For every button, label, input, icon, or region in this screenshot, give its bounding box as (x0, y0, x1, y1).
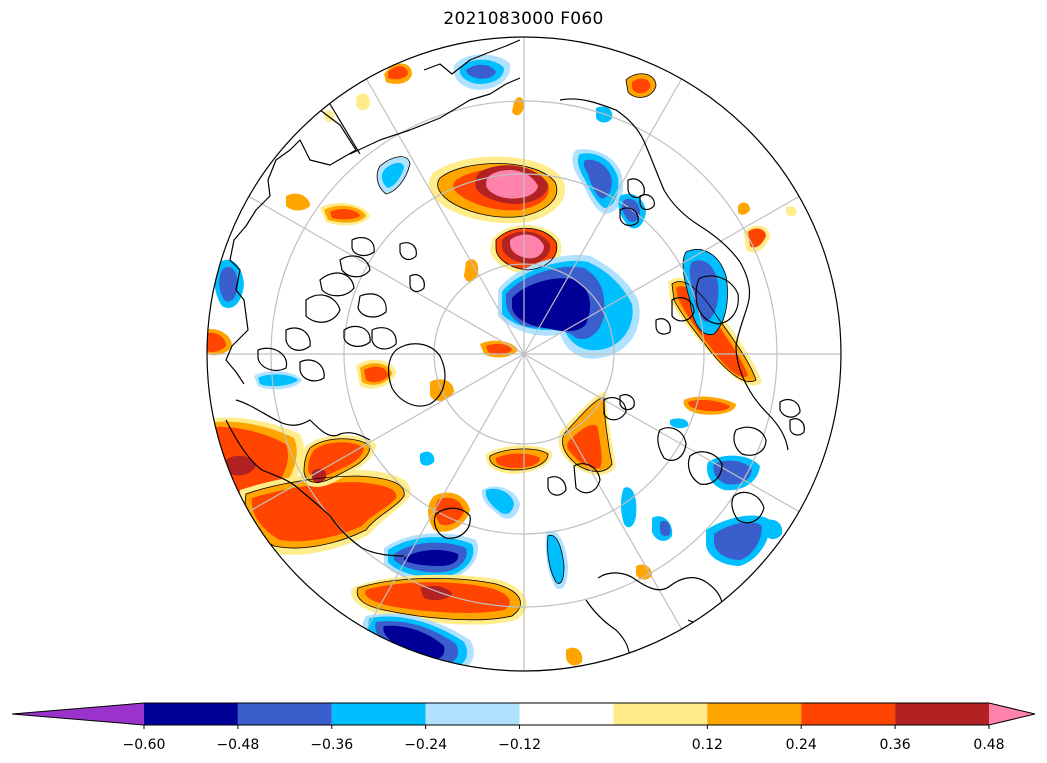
colorbar-bin (144, 703, 238, 725)
colorbar-bin (801, 703, 896, 725)
map-boundary (206, 36, 842, 672)
colorbar-tick-label: 0.12 (692, 737, 723, 753)
shaded-field (207, 54, 797, 671)
map-title: 2021083000 F060 (443, 9, 604, 29)
colorbar-tick-label: −0.60 (123, 737, 166, 753)
colorbar-extend-low (12, 703, 144, 725)
colorbar-bin (519, 703, 614, 725)
colorbar-tick-label: 0.24 (786, 737, 817, 753)
polar-map (206, 36, 842, 672)
colorbar-tick-label: −0.24 (404, 737, 447, 753)
colorbar-bin (613, 703, 708, 725)
coastlines (225, 39, 805, 665)
colorbar-tick-label: −0.12 (498, 737, 541, 753)
colorbar-bin (237, 703, 332, 725)
graticule (207, 37, 841, 671)
colorbar-bin (895, 703, 989, 725)
colorbar-bin (425, 703, 520, 725)
colorbar-tick-label: 0.48 (973, 737, 1004, 753)
colorbar-bin (331, 703, 426, 725)
colorbar-extend-high (989, 703, 1035, 725)
colorbar-tick-label: 0.36 (880, 737, 911, 753)
colorbar-tick-label: −0.36 (310, 737, 353, 753)
colorbar-bin (707, 703, 802, 725)
colorbar-tick-label: −0.48 (216, 737, 259, 753)
